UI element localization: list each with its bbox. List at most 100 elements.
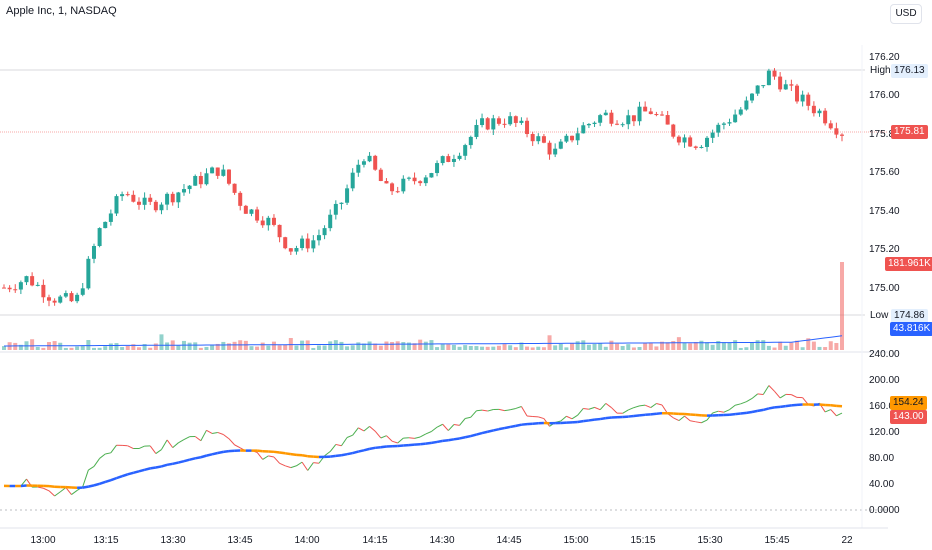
volume-bar: [603, 346, 608, 350]
candle-body: [91, 245, 96, 259]
volume-bar: [384, 341, 389, 350]
volume-bar: [91, 347, 96, 350]
oscillator-slow-line: [161, 463, 168, 468]
oscillator-fast-line: [37, 486, 44, 489]
oscillator-fast-line: [155, 449, 162, 454]
candle-body: [24, 276, 29, 283]
candle-body: [103, 221, 108, 229]
oscillator-pane: [3, 385, 843, 497]
volume-bar: [412, 343, 417, 350]
time-axis[interactable]: 13:00 13:15 13:30 13:45 14:00 14:15 14:30 14:45…: [0, 527, 888, 546]
oscillator-slow-line: [650, 412, 657, 416]
volume-bar: [463, 345, 468, 350]
candle-body: [390, 183, 395, 192]
oscillator-slow-line: [194, 456, 202, 460]
oscillator-red-tag: 143.00: [890, 410, 927, 424]
candle-body: [243, 205, 248, 214]
candle-body: [136, 201, 141, 205]
candle-body: [665, 115, 670, 125]
osc-tick-label: 40.00: [869, 479, 894, 490]
oscillator-fast-line: [824, 409, 831, 413]
oscillator-slow-line: [633, 414, 640, 418]
candle-body: [345, 188, 350, 203]
volume-bar: [626, 344, 631, 350]
oscillator-orange-tag: 154.24: [890, 396, 927, 410]
oscillator-slow-line: [189, 457, 196, 461]
oscillator-fast-line: [656, 402, 663, 406]
volume-bar: [643, 342, 648, 350]
oscillator-fast-line: [149, 445, 157, 454]
candle-body: [631, 115, 636, 122]
oscillator-slow-line: [639, 413, 646, 417]
candle-body: [120, 194, 125, 197]
oscillator-slow-line: [509, 424, 517, 429]
price-axis[interactable]: 176.20 176.00 175.80 175.60 175.40 175.20 175.…: [861, 45, 900, 528]
candle-body: [676, 136, 681, 143]
oscillator-fast-line: [425, 431, 432, 435]
currency-button[interactable]: USD: [890, 4, 922, 24]
oscillator-slow-line: [785, 404, 792, 408]
oscillator-fast-line: [313, 462, 320, 464]
oscillator-slow-line: [206, 453, 213, 457]
volume-bar: [811, 341, 816, 350]
oscillator-fast-line: [43, 487, 50, 492]
candle-body: [525, 120, 530, 135]
volume-bar: [108, 343, 113, 350]
oscillator-slow-line: [256, 449, 263, 453]
candle-body: [451, 158, 456, 162]
candle-body: [699, 146, 704, 148]
low-value: 174.86: [891, 309, 928, 323]
volume-bar: [215, 343, 220, 350]
candle-body: [300, 238, 305, 249]
oscillator-slow-line: [740, 411, 747, 415]
oscillator-slow-line: [155, 465, 162, 469]
oscillator-slow-line: [290, 452, 297, 457]
candle-body: [575, 133, 580, 141]
candle-body: [744, 100, 749, 110]
volume-bar: [131, 344, 136, 350]
volume-bar: [148, 347, 153, 350]
oscillator-slow-line: [768, 406, 775, 410]
volume-bar: [311, 347, 316, 350]
oscillator-slow-line: [605, 416, 612, 420]
candle-body: [440, 156, 445, 164]
volume-bar: [755, 340, 760, 350]
oscillator-fast-line: [374, 430, 382, 439]
candle-body: [766, 70, 771, 86]
volume-bar: [271, 341, 276, 350]
volume-bar: [716, 341, 721, 350]
oscillator-axis[interactable]: 240.00 200.00 160.00 120.00 80.00 40.00 0.0000: [869, 349, 900, 516]
oscillator-slow-line: [346, 451, 353, 456]
oscillator-fast-line: [465, 416, 471, 419]
candle-body: [165, 193, 170, 205]
oscillator-slow-line: [735, 412, 741, 416]
candle-body: [603, 112, 608, 116]
symbol-title[interactable]: Apple Inc, 1, NASDAQ: [6, 5, 117, 17]
candle-body: [356, 164, 361, 173]
volume-bar: [35, 346, 40, 350]
candle-body: [643, 106, 648, 112]
oscillator-fast-line: [605, 402, 612, 408]
candle-body: [204, 173, 209, 185]
oscillator-slow-line: [487, 429, 494, 433]
oscillator-fast-line: [65, 487, 72, 495]
candle-body: [418, 181, 423, 184]
candle-body: [800, 94, 805, 102]
volume-bar: [676, 337, 681, 350]
volume-bar: [525, 346, 530, 350]
candle-body: [716, 124, 721, 133]
volume-bar: [474, 346, 479, 350]
oscillator-fast-line: [228, 438, 235, 446]
price-tick-label: 175.60: [869, 167, 900, 178]
oscillator-fast-line: [588, 406, 595, 410]
oscillator-fast-line: [54, 491, 61, 497]
high-value: 176.13: [891, 64, 928, 78]
oscillator-slow-line: [330, 454, 336, 458]
oscillator-fast-line: [577, 408, 584, 416]
oscillator-fast-line: [408, 437, 415, 439]
oscillator-slow-line: [588, 418, 595, 422]
oscillator-slow-line: [656, 411, 663, 415]
osc-tick-label: 0.0000: [869, 505, 900, 516]
candle-body: [654, 114, 659, 116]
